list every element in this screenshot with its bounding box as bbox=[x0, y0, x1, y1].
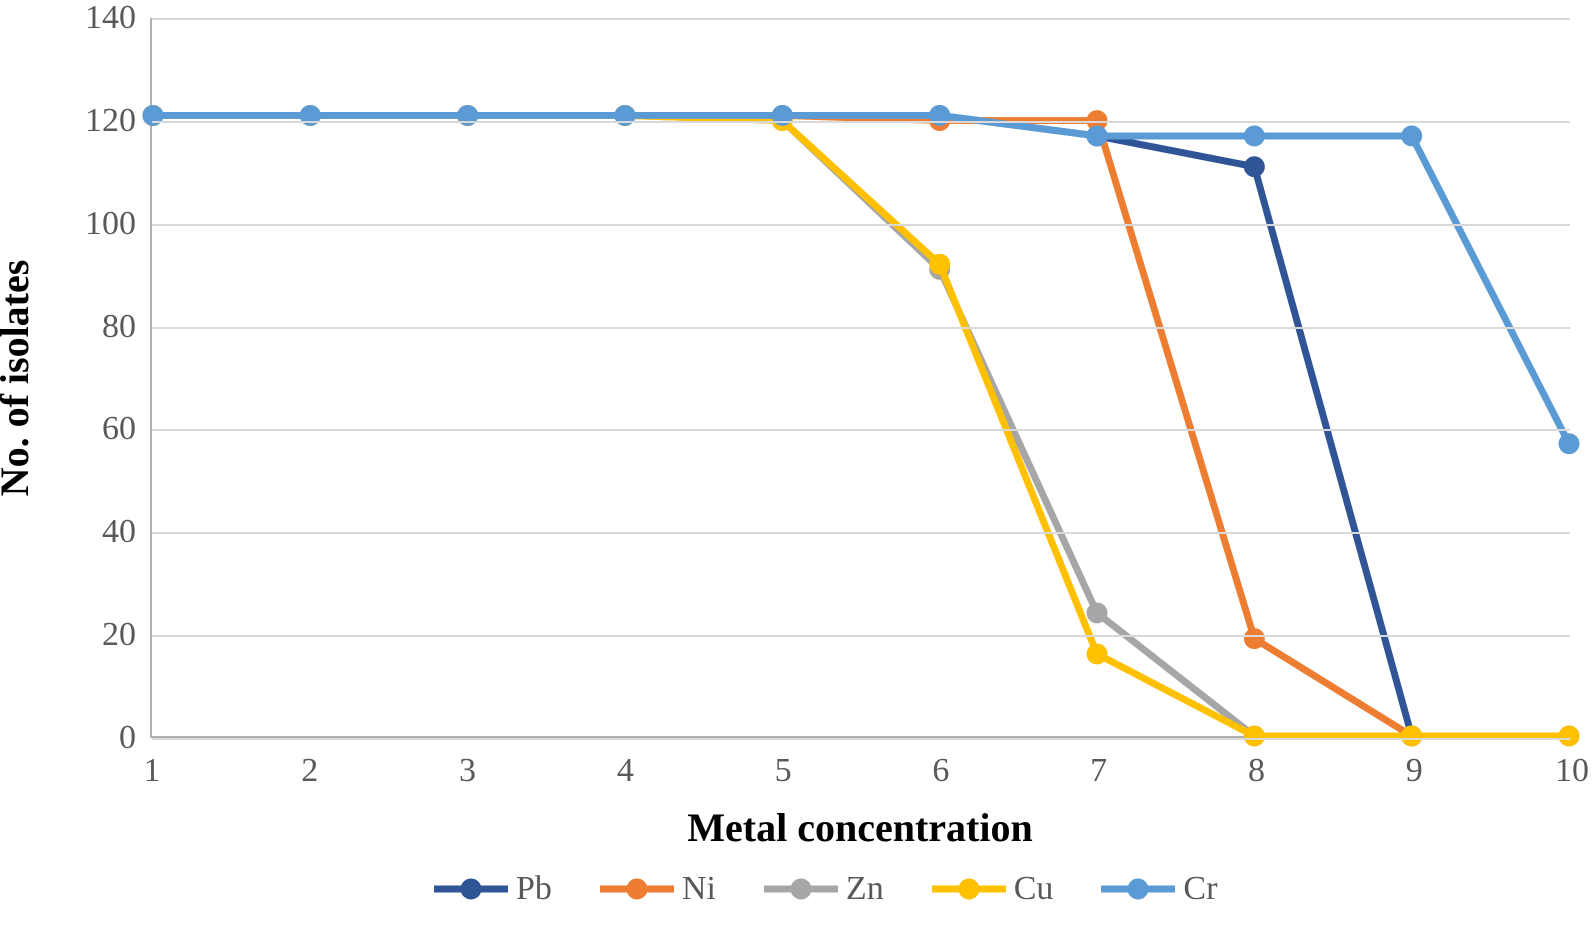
chart-svg bbox=[152, 18, 1570, 736]
series-marker-cr bbox=[1245, 127, 1263, 145]
series-marker-pb bbox=[1245, 158, 1263, 176]
y-tick-label: 140 bbox=[85, 0, 136, 37]
legend-swatch bbox=[434, 877, 508, 901]
series-line-ni bbox=[153, 115, 1412, 736]
series-line-pb bbox=[153, 115, 1412, 736]
y-tick-label: 40 bbox=[102, 513, 136, 551]
x-tick-label: 10 bbox=[1555, 752, 1589, 790]
legend-swatch bbox=[764, 877, 838, 901]
series-line-cr bbox=[153, 115, 1569, 443]
y-gridline bbox=[152, 18, 1570, 20]
legend-item-zn: Zn bbox=[764, 870, 884, 908]
x-tick-label: 5 bbox=[775, 752, 792, 790]
y-tick-label: 0 bbox=[119, 719, 136, 757]
chart-container: 02040608010012014012345678910 No. of iso… bbox=[0, 0, 1594, 932]
y-gridline bbox=[152, 738, 1570, 740]
legend-swatch bbox=[600, 877, 674, 901]
y-gridline bbox=[152, 635, 1570, 637]
y-tick-label: 60 bbox=[102, 410, 136, 448]
legend-item-cu: Cu bbox=[932, 870, 1054, 908]
y-tick-label: 20 bbox=[102, 616, 136, 654]
y-gridline bbox=[152, 429, 1570, 431]
legend-swatch bbox=[932, 877, 1006, 901]
legend-swatch bbox=[1101, 877, 1175, 901]
legend-item-cr: Cr bbox=[1101, 870, 1217, 908]
x-tick-label: 6 bbox=[932, 752, 949, 790]
legend-label: Zn bbox=[846, 870, 884, 908]
y-gridline bbox=[152, 224, 1570, 226]
series-line-zn bbox=[153, 115, 1569, 736]
legend-label: Pb bbox=[516, 870, 552, 908]
legend-label: Cr bbox=[1183, 870, 1217, 908]
plot-area: 02040608010012014012345678910 bbox=[150, 18, 1570, 738]
series-marker-cu bbox=[1403, 727, 1421, 745]
series-marker-cr bbox=[1403, 127, 1421, 145]
y-tick-label: 120 bbox=[85, 102, 136, 140]
x-tick-label: 3 bbox=[459, 752, 476, 790]
legend-label: Cu bbox=[1014, 870, 1054, 908]
series-line-cu bbox=[153, 115, 1569, 736]
legend-item-ni: Ni bbox=[600, 870, 716, 908]
x-tick-label: 9 bbox=[1406, 752, 1423, 790]
series-marker-cr bbox=[1560, 435, 1578, 453]
legend: Pb Ni Zn Cu Cr bbox=[434, 870, 1217, 908]
y-tick-label: 100 bbox=[85, 205, 136, 243]
x-axis-title: Metal concentration bbox=[687, 804, 1032, 851]
x-tick-label: 2 bbox=[301, 752, 318, 790]
series-marker-ni bbox=[1245, 630, 1263, 648]
series-marker-cu bbox=[1560, 727, 1578, 745]
y-gridline bbox=[152, 327, 1570, 329]
series-marker-cr bbox=[1088, 127, 1106, 145]
x-tick-label: 7 bbox=[1090, 752, 1107, 790]
y-axis-title: No. of isolates bbox=[0, 260, 38, 497]
x-tick-label: 4 bbox=[617, 752, 634, 790]
y-tick-label: 80 bbox=[102, 308, 136, 346]
x-tick-label: 1 bbox=[144, 752, 161, 790]
series-marker-zn bbox=[1088, 604, 1106, 622]
legend-item-pb: Pb bbox=[434, 870, 552, 908]
x-tick-label: 8 bbox=[1248, 752, 1265, 790]
y-gridline bbox=[152, 121, 1570, 123]
series-marker-cu bbox=[1245, 727, 1263, 745]
series-marker-cu bbox=[931, 255, 949, 273]
y-gridline bbox=[152, 532, 1570, 534]
series-marker-cu bbox=[1088, 645, 1106, 663]
legend-label: Ni bbox=[682, 870, 716, 908]
